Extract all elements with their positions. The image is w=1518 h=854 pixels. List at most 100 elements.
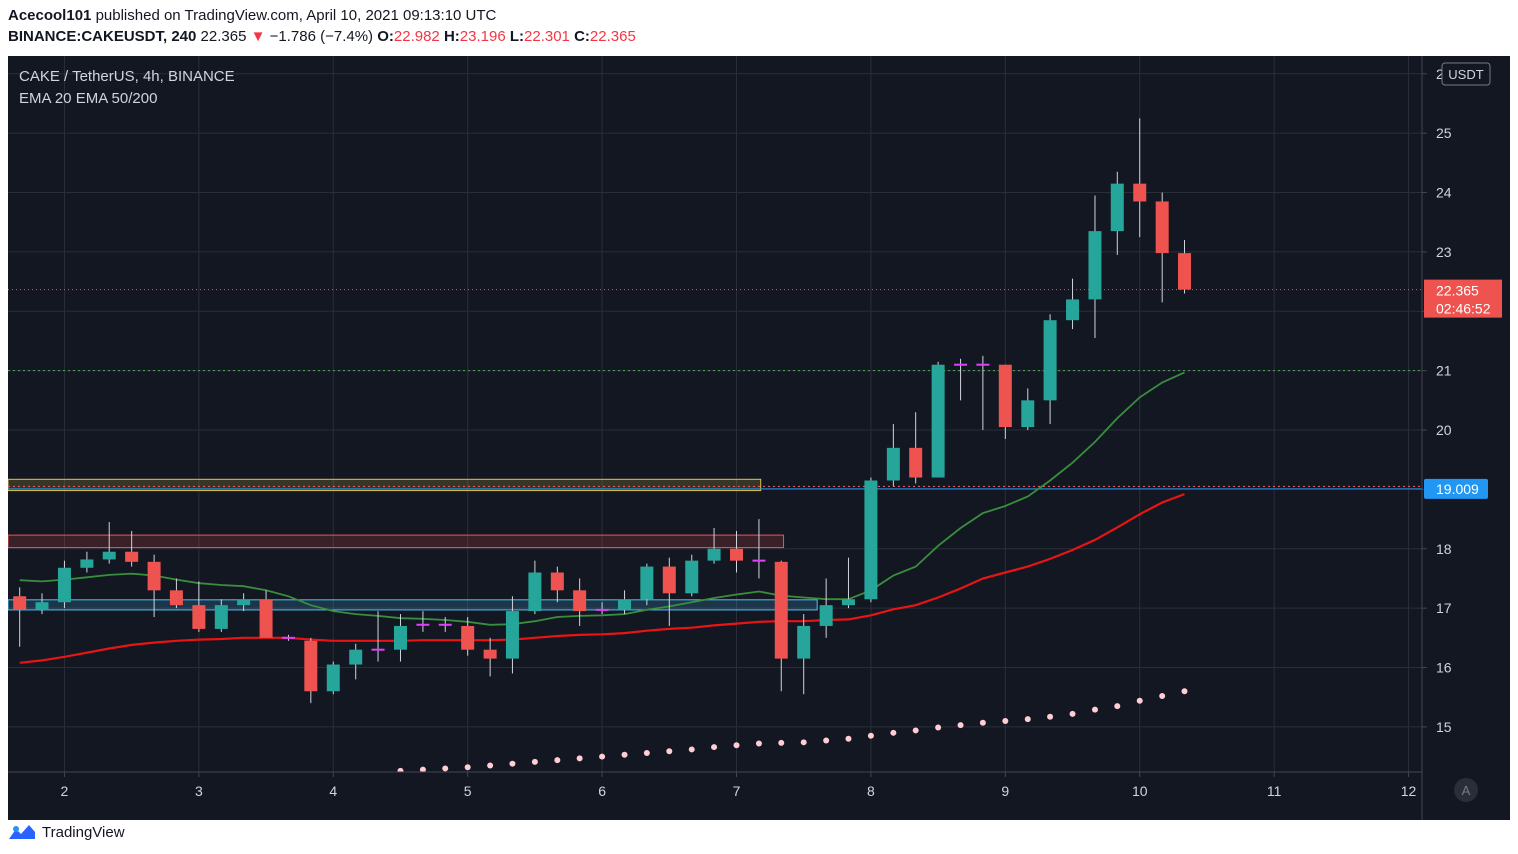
candle-body: [102, 551, 116, 560]
candle-body: [393, 625, 407, 650]
candle: [1043, 314, 1057, 425]
ema20-line: [19, 371, 1185, 626]
ema200-point: [755, 740, 762, 747]
candle: [550, 566, 564, 603]
candle: [416, 611, 430, 632]
time-tick-label: 2: [61, 783, 69, 799]
published-text: published on TradingView.com, April 10, …: [95, 7, 497, 24]
level-label: 19.009: [1436, 481, 1479, 497]
candle: [797, 614, 811, 695]
candle-body: [640, 566, 654, 600]
candle: [864, 477, 878, 603]
candle: [483, 637, 497, 677]
close-value: 22.365: [589, 28, 636, 45]
ema200-point: [890, 729, 897, 736]
legend-symbol[interactable]: CAKE / TetherUS, 4h, BINANCE: [19, 68, 235, 85]
currency-badge-box: [1441, 62, 1491, 86]
candle: [192, 581, 206, 632]
currency-label: USDT: [1448, 67, 1483, 82]
candle: [841, 557, 855, 609]
ema200-point: [778, 739, 785, 746]
ema200-point: [1159, 693, 1166, 700]
low-label: L:: [509, 28, 525, 45]
ema200-point: [867, 732, 874, 739]
ema200-point: [464, 764, 471, 771]
ema200-point: [979, 719, 986, 726]
time-tick-label: 11: [1267, 783, 1282, 799]
candle-body: [35, 602, 49, 610]
price-axis-bg: [1422, 56, 1510, 820]
author-name[interactable]: Acecool101: [8, 7, 92, 24]
grid: [8, 56, 1422, 772]
candle-body: [685, 560, 699, 594]
candle: [685, 554, 699, 597]
footer-brand[interactable]: TradingView: [8, 820, 125, 844]
candle-body: [595, 608, 609, 611]
candle: [909, 412, 923, 484]
price-tick-label: 24: [1436, 185, 1452, 201]
price-tick-label: 21: [1436, 363, 1452, 379]
ohlc-line: BINANCE:CAKEUSDT, 240 22.365 ▼ −1.786 (−…: [8, 26, 1508, 47]
candle: [1088, 195, 1102, 339]
candle: [371, 611, 385, 662]
axes[interactable]: 15161718192021222324252623456789101112US…: [8, 56, 1510, 820]
candle: [304, 637, 318, 704]
candle-body: [237, 599, 251, 606]
candle-body: [461, 625, 475, 650]
candle-body: [1043, 320, 1057, 401]
price-change: −1.786 (−7.4%): [269, 28, 374, 45]
candle: [1066, 278, 1080, 330]
candle-body: [528, 572, 542, 612]
ema200-point: [442, 765, 449, 772]
candle: [573, 578, 587, 626]
price-chart[interactable]: 15161718192021222324252623456789101112US…: [8, 56, 1510, 820]
time-tick-label: 6: [598, 783, 606, 799]
time-tick-label: 7: [733, 783, 741, 799]
candle-body: [214, 605, 228, 629]
ema200-point: [845, 735, 852, 742]
price-tick-label: 18: [1436, 541, 1452, 557]
ema200-point: [711, 744, 718, 751]
yellow-zone: [8, 478, 762, 492]
price-tick-label: 16: [1436, 660, 1452, 676]
ema200-point: [1047, 713, 1054, 720]
candle: [505, 596, 519, 674]
candle: [147, 554, 161, 618]
candle: [438, 617, 452, 632]
ema200-point: [509, 760, 516, 767]
candle-body: [57, 567, 71, 603]
price-tick-label: 25: [1436, 125, 1452, 141]
ema50-line: [19, 493, 1185, 664]
open-value: 22.982: [393, 28, 440, 45]
candle: [640, 563, 654, 606]
candle: [1155, 192, 1169, 303]
candles: [13, 118, 1191, 704]
candle: [886, 424, 900, 487]
candle-body: [909, 447, 923, 478]
ema200-point: [957, 722, 964, 729]
currency-badge: USDT: [1441, 62, 1491, 86]
candle: [998, 364, 1012, 439]
ema200-point: [554, 757, 561, 764]
candle-body: [80, 559, 94, 568]
candle-body: [1088, 231, 1102, 300]
chart-panel[interactable]: 15161718192021222324252623456789101112US…: [8, 56, 1510, 820]
last-price: 22.365: [200, 28, 247, 45]
time-tick-label: 12: [1401, 783, 1417, 799]
candle: [976, 355, 990, 431]
legend-indicators[interactable]: EMA 20 EMA 50/200: [19, 90, 157, 107]
auto-scale-button: [1454, 778, 1478, 802]
candle: [349, 643, 363, 680]
candle-body: [438, 623, 452, 626]
author-line: Acecool101 published on TradingView.com,…: [8, 5, 1508, 26]
price-tick-label: 23: [1436, 244, 1452, 260]
ema-lines: [19, 371, 1188, 774]
ema200-point: [1114, 703, 1121, 710]
ema200-point: [576, 755, 583, 762]
candle-body: [662, 566, 676, 594]
ema200-point: [1091, 706, 1098, 713]
candle: [774, 560, 788, 692]
candle-body: [864, 480, 878, 600]
candle: [730, 530, 744, 573]
ema200-point: [800, 739, 807, 746]
